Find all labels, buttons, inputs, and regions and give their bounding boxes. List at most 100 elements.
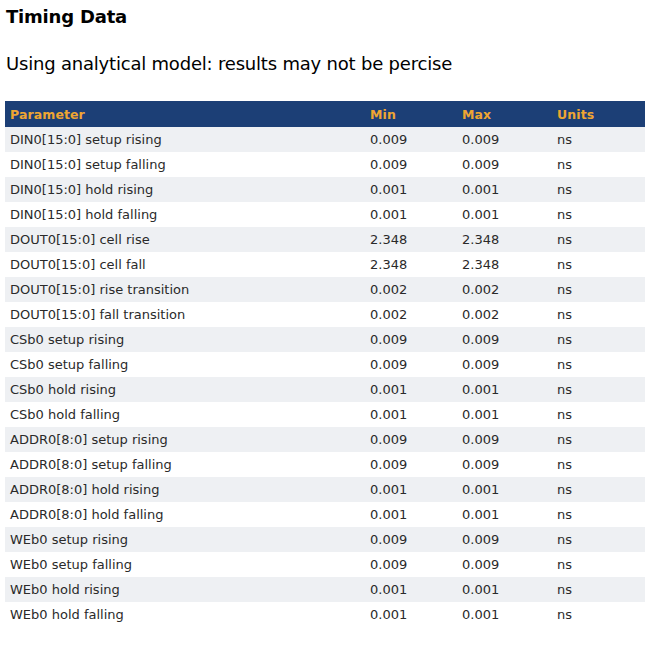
- min-cell: 0.001: [365, 577, 457, 602]
- units-cell: ns: [552, 527, 645, 552]
- table-row: DIN0[15:0] setup falling0.0090.009ns: [5, 152, 645, 177]
- table-row: CSb0 setup rising0.0090.009ns: [5, 327, 645, 352]
- min-cell: 0.001: [365, 402, 457, 427]
- report-page: Timing Data Using analytical model: resu…: [0, 0, 650, 646]
- table-row: DIN0[15:0] hold falling0.0010.001ns: [5, 202, 645, 227]
- min-cell: 0.001: [365, 202, 457, 227]
- min-cell: 0.001: [365, 377, 457, 402]
- min-cell: 0.002: [365, 277, 457, 302]
- table-row: DIN0[15:0] setup rising0.0090.009ns: [5, 127, 645, 152]
- parameter-cell: DOUT0[15:0] fall transition: [5, 302, 365, 327]
- table-row: DOUT0[15:0] fall transition0.0020.002ns: [5, 302, 645, 327]
- units-cell: ns: [552, 502, 645, 527]
- units-cell: ns: [552, 602, 645, 627]
- min-cell: 0.001: [365, 477, 457, 502]
- units-cell: ns: [552, 452, 645, 477]
- col-header-max: Max: [457, 101, 552, 127]
- table-row: ADDR0[8:0] hold rising0.0010.001ns: [5, 477, 645, 502]
- table-row: DOUT0[15:0] rise transition0.0020.002ns: [5, 277, 645, 302]
- parameter-cell: WEb0 hold falling: [5, 602, 365, 627]
- min-cell: 0.001: [365, 602, 457, 627]
- min-cell: 0.009: [365, 552, 457, 577]
- parameter-cell: DOUT0[15:0] cell fall: [5, 252, 365, 277]
- units-cell: ns: [552, 402, 645, 427]
- units-cell: ns: [552, 377, 645, 402]
- parameter-cell: CSb0 setup falling: [5, 352, 365, 377]
- table-row: WEb0 setup rising0.0090.009ns: [5, 527, 645, 552]
- max-cell: 0.001: [457, 502, 552, 527]
- max-cell: 0.001: [457, 202, 552, 227]
- col-header-units: Units: [552, 101, 645, 127]
- units-cell: ns: [552, 202, 645, 227]
- min-cell: 0.002: [365, 302, 457, 327]
- max-cell: 0.009: [457, 527, 552, 552]
- parameter-cell: ADDR0[8:0] hold falling: [5, 502, 365, 527]
- parameter-cell: DOUT0[15:0] rise transition: [5, 277, 365, 302]
- units-cell: ns: [552, 552, 645, 577]
- col-header-parameter: Parameter: [5, 101, 365, 127]
- max-cell: 0.002: [457, 277, 552, 302]
- page-title: Timing Data: [0, 0, 650, 27]
- timing-table: Parameter Min Max Units DIN0[15:0] setup…: [5, 101, 645, 627]
- min-cell: 0.009: [365, 352, 457, 377]
- parameter-cell: DIN0[15:0] hold rising: [5, 177, 365, 202]
- parameter-cell: CSb0 setup rising: [5, 327, 365, 352]
- max-cell: 0.001: [457, 477, 552, 502]
- parameter-cell: WEb0 setup rising: [5, 527, 365, 552]
- min-cell: 0.009: [365, 527, 457, 552]
- table-header-row: Parameter Min Max Units: [5, 101, 645, 127]
- table-row: ADDR0[8:0] hold falling0.0010.001ns: [5, 502, 645, 527]
- table-row: WEb0 setup falling0.0090.009ns: [5, 552, 645, 577]
- max-cell: 0.001: [457, 602, 552, 627]
- units-cell: ns: [552, 577, 645, 602]
- units-cell: ns: [552, 152, 645, 177]
- min-cell: 0.009: [365, 127, 457, 152]
- units-cell: ns: [552, 252, 645, 277]
- max-cell: 2.348: [457, 252, 552, 277]
- min-cell: 0.009: [365, 452, 457, 477]
- parameter-cell: DIN0[15:0] hold falling: [5, 202, 365, 227]
- min-cell: 0.001: [365, 177, 457, 202]
- parameter-cell: DIN0[15:0] setup rising: [5, 127, 365, 152]
- parameter-cell: ADDR0[8:0] setup rising: [5, 427, 365, 452]
- parameter-cell: DOUT0[15:0] cell rise: [5, 227, 365, 252]
- table-row: CSb0 setup falling0.0090.009ns: [5, 352, 645, 377]
- table-row: DOUT0[15:0] cell rise2.3482.348ns: [5, 227, 645, 252]
- max-cell: 0.009: [457, 327, 552, 352]
- max-cell: 0.009: [457, 552, 552, 577]
- units-cell: ns: [552, 277, 645, 302]
- max-cell: 0.001: [457, 177, 552, 202]
- max-cell: 2.348: [457, 227, 552, 252]
- parameter-cell: WEb0 setup falling: [5, 552, 365, 577]
- table-header: Parameter Min Max Units: [5, 101, 645, 127]
- max-cell: 0.009: [457, 152, 552, 177]
- table-row: WEb0 hold falling0.0010.001ns: [5, 602, 645, 627]
- table-row: CSb0 hold falling0.0010.001ns: [5, 402, 645, 427]
- units-cell: ns: [552, 177, 645, 202]
- min-cell: 0.001: [365, 502, 457, 527]
- table-row: DOUT0[15:0] cell fall2.3482.348ns: [5, 252, 645, 277]
- units-cell: ns: [552, 302, 645, 327]
- table-body: DIN0[15:0] setup rising0.0090.009nsDIN0[…: [5, 127, 645, 627]
- max-cell: 0.001: [457, 402, 552, 427]
- parameter-cell: ADDR0[8:0] setup falling: [5, 452, 365, 477]
- units-cell: ns: [552, 477, 645, 502]
- parameter-cell: WEb0 hold rising: [5, 577, 365, 602]
- units-cell: ns: [552, 127, 645, 152]
- units-cell: ns: [552, 227, 645, 252]
- min-cell: 2.348: [365, 227, 457, 252]
- min-cell: 0.009: [365, 152, 457, 177]
- max-cell: 0.002: [457, 302, 552, 327]
- min-cell: 2.348: [365, 252, 457, 277]
- parameter-cell: DIN0[15:0] setup falling: [5, 152, 365, 177]
- parameter-cell: ADDR0[8:0] hold rising: [5, 477, 365, 502]
- units-cell: ns: [552, 327, 645, 352]
- max-cell: 0.009: [457, 127, 552, 152]
- col-header-min: Min: [365, 101, 457, 127]
- parameter-cell: CSb0 hold falling: [5, 402, 365, 427]
- page-subtitle: Using analytical model: results may not …: [0, 27, 650, 74]
- min-cell: 0.009: [365, 327, 457, 352]
- max-cell: 0.009: [457, 352, 552, 377]
- min-cell: 0.009: [365, 427, 457, 452]
- table-row: ADDR0[8:0] setup falling0.0090.009ns: [5, 452, 645, 477]
